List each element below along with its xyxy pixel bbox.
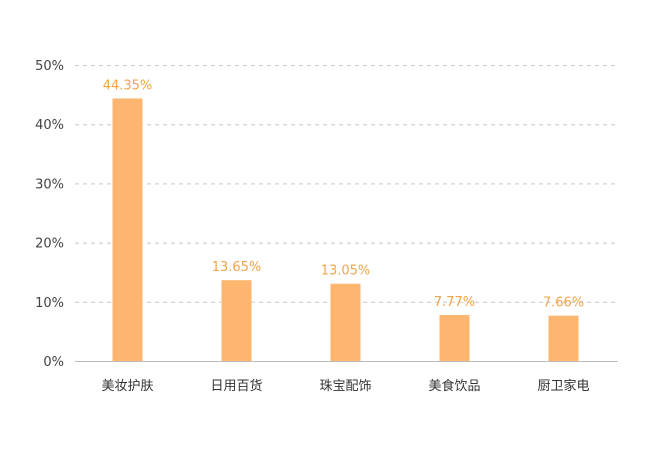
y-tick-label-50: 50%	[35, 59, 64, 74]
data-label-1: 44.35%	[103, 78, 153, 93]
category-label-2: 日用百货	[210, 378, 262, 394]
bars	[112, 98, 579, 361]
y-tick-label-10: 10%	[35, 296, 64, 311]
data-labels: 44.35% 13.65% 13.05% 7.77% 7.66%	[103, 78, 584, 310]
category-label-4: 美食饮品	[428, 378, 480, 394]
data-label-2: 13.65%	[212, 260, 262, 275]
data-label-4: 7.77%	[434, 295, 475, 310]
category-label-5: 厨卫家电	[537, 378, 589, 394]
y-tick-label-0: 0%	[43, 355, 64, 370]
category-label-3: 珠宝配饰	[319, 379, 371, 394]
gridlines	[75, 65, 618, 362]
y-axis-ticks: 0% 10% 20% 30% 40% 50%	[35, 59, 64, 370]
y-tick-label-40: 40%	[35, 118, 64, 133]
bar-3	[330, 283, 361, 361]
data-label-5: 7.66%	[543, 296, 584, 311]
data-label-3: 13.05%	[321, 264, 371, 279]
category-label-1: 美妆护肤	[101, 379, 153, 394]
y-tick-label-20: 20%	[35, 237, 64, 252]
bar-4	[439, 315, 470, 361]
y-tick-label-30: 30%	[35, 177, 64, 192]
bar-5	[548, 315, 579, 361]
x-axis-categories: 美妆护肤 日用百货 珠宝配饰 美食饮品 厨卫家电	[101, 378, 589, 394]
bar-2	[221, 280, 252, 361]
bar-1	[112, 98, 143, 361]
